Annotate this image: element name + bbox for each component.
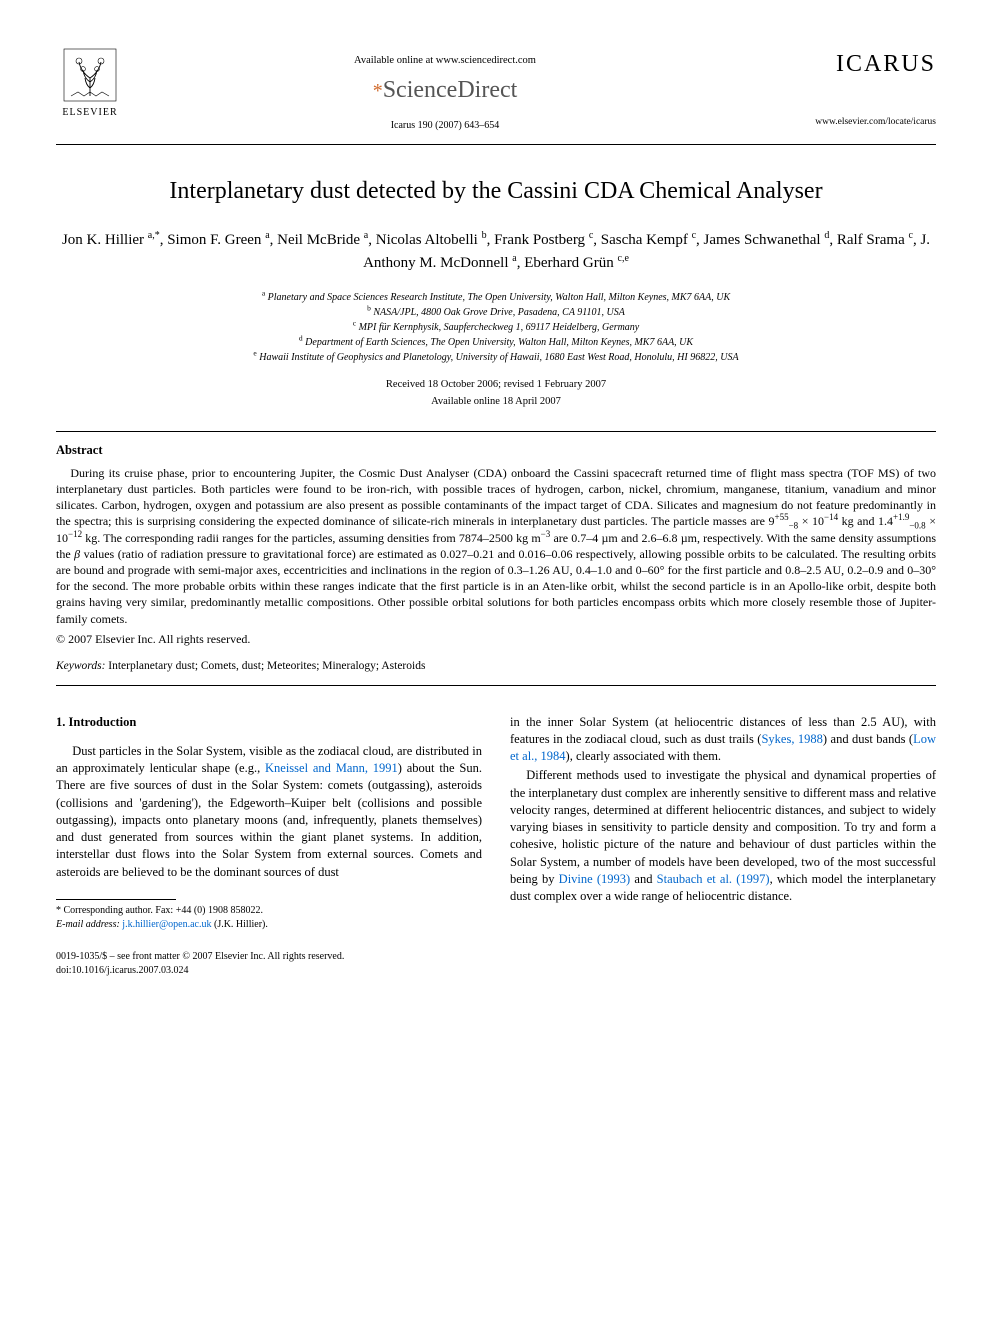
- tree-icon: [63, 48, 117, 102]
- left-column: 1. Introduction Dust particles in the So…: [56, 714, 482, 932]
- keywords-line: Keywords: Interplanetary dust; Comets, d…: [56, 659, 936, 675]
- sd-orange-icon: *: [373, 80, 383, 102]
- front-matter-line: 0019-1035/$ – see front matter © 2007 El…: [56, 950, 936, 978]
- abstract-text: During its cruise phase, prior to encoun…: [56, 465, 936, 627]
- footnote-email[interactable]: j.k.hillier@open.ac.uk: [122, 919, 211, 930]
- abstract-heading: Abstract: [56, 442, 936, 459]
- footnote-rule: [56, 899, 176, 900]
- article-title: Interplanetary dust detected by the Cass…: [56, 175, 936, 207]
- article-dates: Received 18 October 2006; revised 1 Febr…: [56, 377, 936, 411]
- doi-line: doi:10.1016/j.icarus.2007.03.024: [56, 964, 936, 978]
- right-column: in the inner Solar System (at heliocentr…: [510, 714, 936, 932]
- issn-copyright: 0019-1035/$ – see front matter © 2007 El…: [56, 950, 936, 964]
- affiliation-a: a Planetary and Space Sciences Research …: [56, 290, 936, 305]
- affiliation-c: c MPI für Kernphysik, Saupfercheckweg 1,…: [56, 320, 936, 335]
- elsevier-label: ELSEVIER: [56, 106, 124, 120]
- affiliation-e: e Hawaii Institute of Geophysics and Pla…: [56, 350, 936, 365]
- body-columns: 1. Introduction Dust particles in the So…: [56, 714, 936, 932]
- header-right: ICARUS www.elsevier.com/locate/icarus: [766, 48, 936, 129]
- intro-para-2: in the inner Solar System (at heliocentr…: [510, 714, 936, 766]
- available-online-text: Available online at www.sciencedirect.co…: [124, 54, 766, 68]
- section-1-heading: 1. Introduction: [56, 714, 482, 731]
- abstract-bottom-rule: [56, 685, 936, 686]
- author-list: Jon K. Hillier a,*, Simon F. Green a, Ne…: [56, 229, 936, 274]
- affiliation-b: b NASA/JPL, 4800 Oak Grove Drive, Pasade…: [56, 305, 936, 320]
- abstract-top-rule: [56, 431, 936, 432]
- keywords-label: Keywords:: [56, 660, 105, 672]
- elsevier-logo: ELSEVIER: [56, 48, 124, 120]
- journal-header: ELSEVIER Available online at www.science…: [56, 48, 936, 132]
- header-rule: [56, 144, 936, 145]
- footnote-email-label: E-mail address:: [56, 919, 120, 930]
- intro-para-3: Different methods used to investigate th…: [510, 767, 936, 905]
- affiliation-d: d Department of Earth Sciences, The Open…: [56, 335, 936, 350]
- journal-citation: Icarus 190 (2007) 643–654: [124, 119, 766, 133]
- footnote-corr: * Corresponding author. Fax: +44 (0) 190…: [56, 904, 482, 918]
- journal-name: ICARUS: [766, 48, 936, 80]
- corresponding-footnote: * Corresponding author. Fax: +44 (0) 190…: [56, 904, 482, 932]
- sd-brand-text: ScienceDirect: [383, 77, 518, 103]
- intro-para-1: Dust particles in the Solar System, visi…: [56, 743, 482, 881]
- received-revised-date: Received 18 October 2006; revised 1 Febr…: [56, 377, 936, 394]
- header-center: Available online at www.sciencedirect.co…: [124, 48, 766, 132]
- sciencedirect-logo: *ScienceDirect: [124, 74, 766, 106]
- footnote-email-name: (J.K. Hillier).: [214, 919, 268, 930]
- available-online-date: Available online 18 April 2007: [56, 394, 936, 411]
- affiliations: a Planetary and Space Sciences Research …: [56, 290, 936, 365]
- journal-url: www.elsevier.com/locate/icarus: [766, 116, 936, 129]
- abstract-copyright: © 2007 Elsevier Inc. All rights reserved…: [56, 631, 936, 647]
- keywords-text: Interplanetary dust; Comets, dust; Meteo…: [105, 660, 425, 672]
